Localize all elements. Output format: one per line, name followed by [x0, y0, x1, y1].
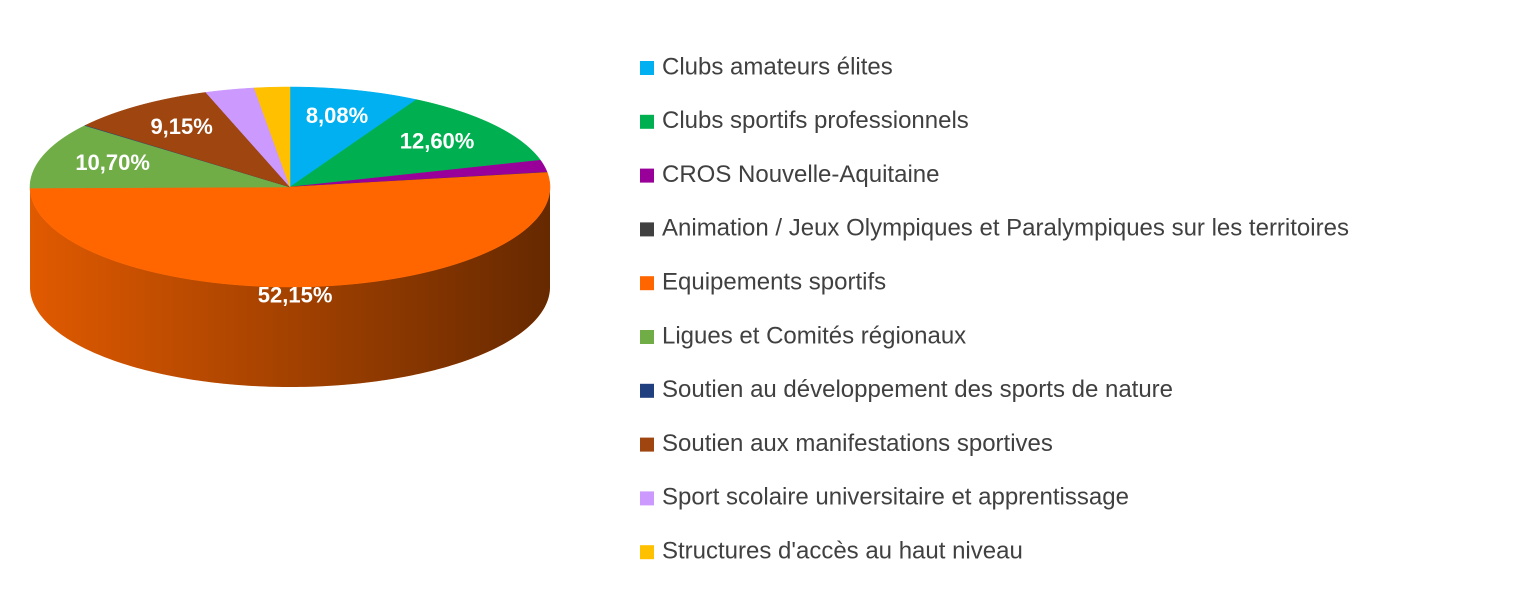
legend-label: CROS Nouvelle-Aquitaine — [662, 161, 939, 188]
legend-label: Clubs amateurs élites — [662, 53, 893, 80]
legend-swatch — [640, 438, 654, 452]
value-label: 52,15% — [258, 283, 333, 308]
legend-swatch — [640, 169, 654, 183]
legend-label: Structures d'accès au haut niveau — [662, 538, 1023, 565]
legend-label: Ligues et Comités régionaux — [662, 322, 966, 349]
value-label: 9,15% — [150, 114, 212, 139]
legend-label: Equipements sportifs — [662, 269, 886, 296]
value-label: 8,08% — [306, 103, 368, 128]
legend-swatch — [640, 276, 654, 290]
value-label: 10,70% — [75, 150, 150, 175]
legend-swatch — [640, 330, 654, 344]
legend-label: Clubs sportifs professionnels — [662, 107, 969, 134]
legend-swatch — [640, 545, 654, 559]
legend-swatch — [640, 61, 654, 75]
legend-swatch — [640, 384, 654, 398]
legend-swatch — [640, 491, 654, 505]
legend-label: Soutien aux manifestations sportives — [662, 430, 1053, 457]
legend-swatch — [640, 115, 654, 129]
legend-label: Sport scolaire universitaire et apprenti… — [662, 484, 1129, 511]
legend-label: Animation / Jeux Olympiques et Paralympi… — [662, 215, 1349, 242]
value-label: 12,60% — [400, 128, 475, 153]
legend-label: Soutien au développement des sports de n… — [662, 376, 1173, 403]
legend-swatch — [640, 222, 654, 236]
